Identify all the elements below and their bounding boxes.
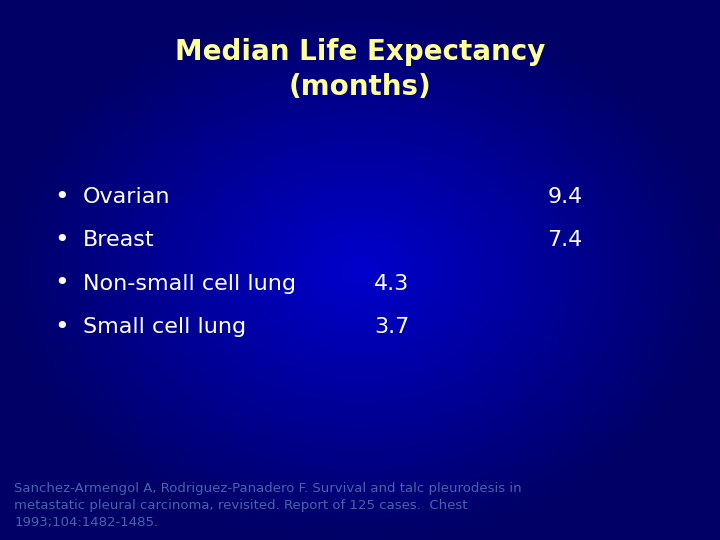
Text: Breast: Breast <box>83 230 154 251</box>
Text: 9.4: 9.4 <box>547 187 582 207</box>
Text: Non-small cell lung: Non-small cell lung <box>83 273 296 294</box>
Text: •: • <box>54 185 68 209</box>
Text: 4.3: 4.3 <box>374 273 410 294</box>
Text: •: • <box>54 272 68 295</box>
Text: Ovarian: Ovarian <box>83 187 171 207</box>
Text: 7.4: 7.4 <box>547 230 582 251</box>
Text: •: • <box>54 228 68 252</box>
Text: •: • <box>54 315 68 339</box>
Text: Small cell lung: Small cell lung <box>83 316 246 337</box>
Text: 3.7: 3.7 <box>374 316 410 337</box>
Text: Median Life Expectancy
(months): Median Life Expectancy (months) <box>175 38 545 102</box>
Text: Sanchez-Armengol A, Rodriguez-Panadero F. Survival and talc pleurodesis in
metas: Sanchez-Armengol A, Rodriguez-Panadero F… <box>14 482 522 529</box>
